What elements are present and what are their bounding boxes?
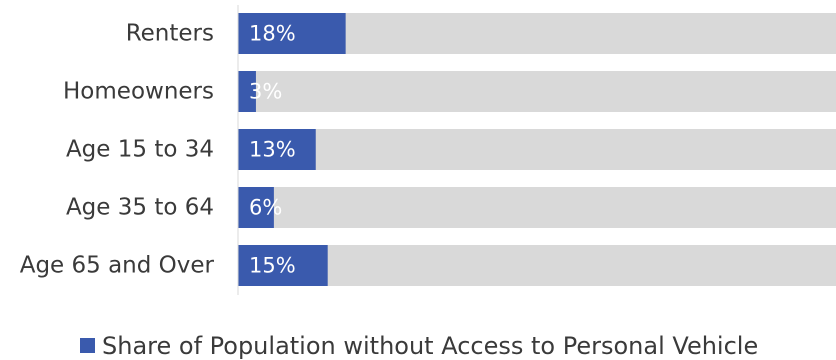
bar-background [238, 187, 836, 228]
data-label: 15% [249, 254, 296, 278]
category-label: Renters [126, 21, 214, 47]
bar-homeowners [238, 71, 256, 112]
bar-renters [238, 13, 346, 54]
category-label: Homeowners [63, 79, 214, 105]
bars-group: Renters 18% Homeowners 3% Age 15 to 34 13% Age… [20, 13, 836, 286]
bar-age-35-to-64 [238, 187, 274, 228]
bar-background [238, 129, 836, 170]
bar-background [238, 71, 836, 112]
bar-age-65-and-over [238, 245, 328, 286]
category-label: Age 15 to 34 [66, 137, 214, 163]
bar-background [238, 245, 836, 286]
data-label: 3% [249, 80, 282, 104]
legend-label: Share of Population without Access to Pe… [102, 332, 758, 360]
bar-age-15-to-34 [238, 129, 316, 170]
data-label: 13% [249, 138, 296, 162]
legend-swatch [80, 338, 95, 353]
legend: Share of Population without Access to Pe… [80, 332, 758, 360]
category-label: Age 35 to 64 [66, 195, 214, 221]
category-label: Age 65 and Over [20, 253, 215, 279]
data-label: 6% [249, 196, 282, 220]
data-label: 18% [249, 22, 296, 46]
